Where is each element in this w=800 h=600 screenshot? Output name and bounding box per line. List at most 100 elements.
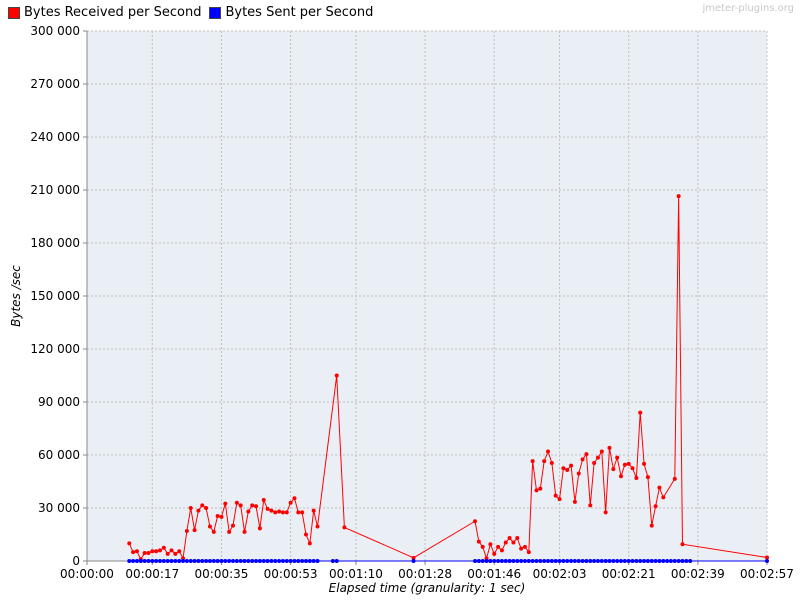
y-tick-label: 120 000 (30, 342, 80, 356)
series-sent-point (165, 559, 170, 563)
series-sent-point (277, 559, 282, 563)
series-sent-point (565, 559, 570, 563)
series-received-point (150, 549, 155, 554)
series-received-point (672, 476, 677, 481)
series-received-point (534, 488, 539, 493)
series-sent-point (684, 559, 689, 563)
x-axis-title: Elapsed time (granularity: 1 sec) (329, 581, 526, 595)
series-received-point (557, 497, 562, 502)
series-received-point (215, 513, 220, 518)
series-received-point (569, 463, 574, 468)
series-sent-point (284, 559, 289, 563)
series-sent-point (672, 559, 677, 563)
legend-label: Bytes Sent per Second (225, 5, 374, 20)
series-sent-point (615, 559, 620, 563)
series-sent-point (542, 559, 547, 563)
series-received-point (507, 536, 512, 541)
y-tick-label: 270 000 (30, 77, 80, 91)
series-sent-point (273, 559, 278, 563)
series-sent-point (127, 559, 132, 563)
series-sent-point (522, 559, 527, 563)
series-sent-point (181, 559, 186, 563)
series-received-point (599, 449, 604, 454)
series-received-point (499, 548, 504, 553)
series-received-point (157, 548, 162, 553)
series-received-point (473, 519, 478, 524)
series-sent-point (150, 559, 155, 563)
series-received-point (622, 462, 627, 467)
series-received-point (288, 500, 293, 505)
series-sent-point (653, 559, 658, 563)
series-sent-point (619, 559, 624, 563)
x-tick-label: 00:00:53 (264, 567, 318, 581)
series-received-point (227, 529, 232, 534)
series-received-point (254, 504, 259, 509)
series-received-point (234, 500, 239, 505)
series-received-point (515, 536, 520, 541)
series-received-point (649, 523, 654, 528)
x-tick-label: 00:01:10 (329, 567, 383, 581)
series-received-point (680, 542, 685, 547)
series-sent-point (254, 559, 259, 563)
series-received-point (634, 475, 639, 480)
series-received-point (246, 509, 251, 514)
y-tick-label: 150 000 (30, 289, 80, 303)
series-sent-point (553, 559, 558, 563)
series-received-point (284, 510, 289, 515)
legend-item: Bytes Received per Second (8, 5, 201, 20)
series-sent-point (580, 559, 585, 563)
series-received-point (619, 474, 624, 479)
series-received-point (211, 529, 216, 534)
x-tick-label: 00:01:28 (398, 567, 452, 581)
series-received-point (269, 508, 274, 513)
series-sent-point (642, 559, 647, 563)
series-sent-point (242, 559, 247, 563)
series-received-point (657, 485, 662, 490)
y-tick-label: 180 000 (30, 236, 80, 250)
series-received-point (280, 510, 285, 515)
series-received-point (265, 506, 270, 511)
series-received-point (219, 514, 224, 519)
x-tick-label: 00:02:57 (740, 567, 794, 581)
series-received-point (196, 508, 201, 513)
series-sent-point (265, 559, 270, 563)
series-sent-point (576, 559, 581, 563)
series-sent-point (192, 559, 197, 563)
series-sent-point (269, 559, 274, 563)
series-received-point (638, 410, 643, 415)
series-sent-point (173, 559, 178, 563)
series-sent-point (215, 559, 220, 563)
series-sent-point (142, 559, 147, 563)
series-sent-point (161, 559, 166, 563)
series-sent-point (154, 559, 159, 563)
series-sent-point (661, 559, 666, 563)
series-received-point (307, 541, 312, 546)
series-sent-point (607, 559, 612, 563)
series-sent-point (630, 559, 635, 563)
series-received-point (645, 475, 650, 480)
series-sent-point (257, 559, 262, 563)
series-received-point (630, 466, 635, 471)
series-sent-point (146, 559, 151, 563)
series-sent-point (234, 559, 239, 563)
series-sent-point (184, 559, 189, 563)
series-sent-point (499, 559, 504, 563)
series-received-point (165, 551, 170, 556)
series-sent-point (634, 559, 639, 563)
series-received-point (261, 498, 266, 503)
series-received-point (173, 551, 178, 556)
series-sent-point (188, 559, 193, 563)
series-received-point (576, 471, 581, 476)
series-sent-point (588, 559, 593, 563)
series-sent-point (157, 559, 162, 563)
series-sent-point (219, 559, 224, 563)
series-received-point (480, 544, 485, 549)
series-sent-point (546, 559, 551, 563)
series-received-point (676, 194, 681, 199)
series-sent-point (526, 559, 531, 563)
series-sent-point (138, 559, 143, 563)
watermark: jmeter-plugins.org (702, 3, 794, 14)
series-sent-point (476, 559, 481, 563)
series-sent-point (765, 559, 769, 563)
series-received-point (200, 503, 205, 508)
